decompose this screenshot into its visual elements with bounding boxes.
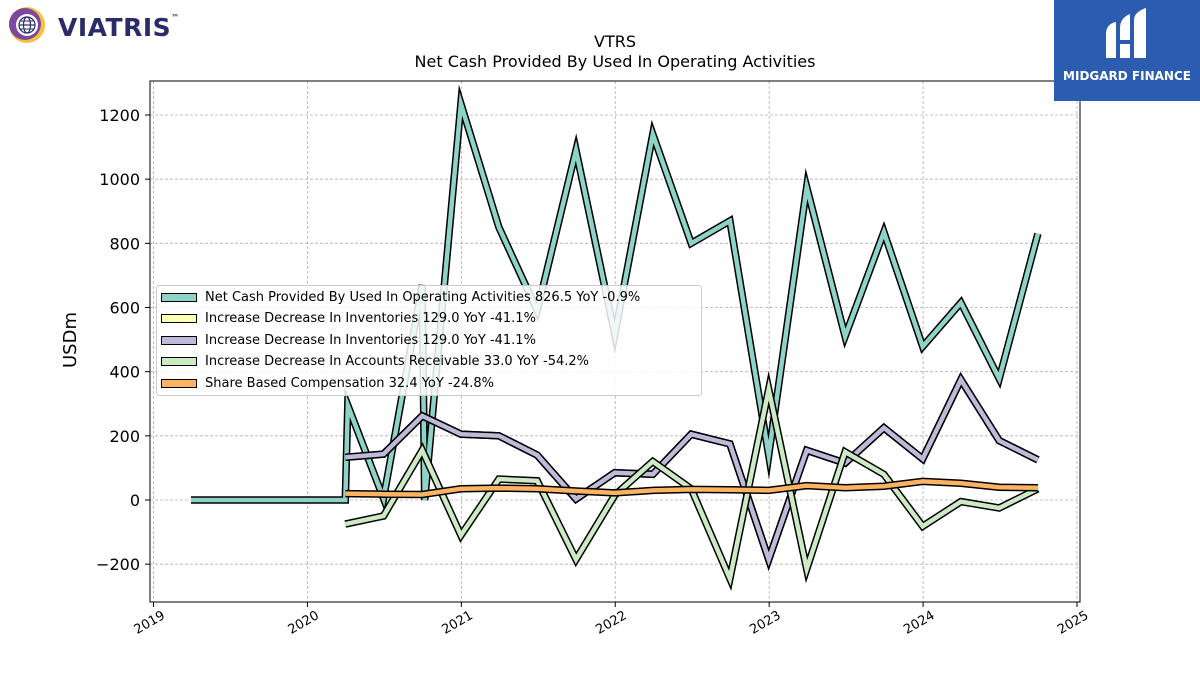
legend-item-share-comp: Share Based Compensation 32.4 YoY -24.8% xyxy=(161,374,494,392)
legend-label: Net Cash Provided By Used In Operating A… xyxy=(205,289,641,305)
y-tick-label: 800 xyxy=(109,234,140,253)
legend-swatch xyxy=(161,292,197,302)
x-tick-label: 2020 xyxy=(286,608,322,638)
y-tick-label: 200 xyxy=(109,427,140,446)
legend-swatch xyxy=(161,314,197,323)
y-axis-label: USDm xyxy=(60,312,81,368)
midgard-emblem-icon xyxy=(1106,8,1146,58)
legend-label: Increase Decrease In Inventories 129.0 Y… xyxy=(205,332,536,348)
chart-subtitle: Net Cash Provided By Used In Operating A… xyxy=(414,52,816,71)
series-lines xyxy=(191,84,1042,592)
x-tick-label: 2024 xyxy=(901,608,937,638)
series-line-2 xyxy=(345,375,1039,567)
chart-title: VTRS xyxy=(594,32,636,51)
logo-wordmark: VIATRIS xyxy=(58,13,172,42)
viatris-logo: VIATRIS™ xyxy=(6,4,179,46)
series-line-4 xyxy=(345,479,1038,497)
chart-legend: Net Cash Provided By Used In Operating A… xyxy=(156,285,702,396)
y-tick-label: 1000 xyxy=(99,170,140,189)
series-outline-2 xyxy=(344,371,1040,571)
legend-label: Increase Decrease In Inventories 129.0 Y… xyxy=(205,311,536,326)
legend-item-inventories-2: Increase Decrease In Inventories 129.0 Y… xyxy=(161,331,536,349)
legend-swatch xyxy=(161,378,197,388)
y-tick-label: 1200 xyxy=(99,106,140,125)
x-tick-label: 2022 xyxy=(593,608,629,638)
legend-swatch xyxy=(161,335,197,345)
legend-item-receivables: Increase Decrease In Accounts Receivable… xyxy=(161,353,589,371)
trademark-mark: ™ xyxy=(171,13,180,22)
series-outline-1 xyxy=(344,371,1040,571)
y-tick-label: 400 xyxy=(109,363,140,382)
midgard-wordmark: MIDGARD FINANCE xyxy=(1063,69,1191,83)
legend-item-net-cash: Net Cash Provided By Used In Operating A… xyxy=(161,288,640,306)
x-tick-label: 2021 xyxy=(440,608,476,638)
y-tick-label: 600 xyxy=(109,299,140,318)
series-line-0 xyxy=(191,92,1041,507)
legend-swatch xyxy=(161,357,197,366)
x-tick-label: 2025 xyxy=(1055,608,1091,638)
globe-icon xyxy=(9,7,45,43)
y-tick-label: 0 xyxy=(130,491,140,510)
legend-item-inventories-1: Increase Decrease In Inventories 129.0 Y… xyxy=(161,310,536,328)
legend-label: Share Based Compensation 32.4 YoY -24.8% xyxy=(205,375,494,391)
x-tick-label: 2019 xyxy=(132,608,168,638)
legend-label: Increase Decrease In Accounts Receivable… xyxy=(205,354,589,369)
x-tick-label: 2023 xyxy=(747,608,783,638)
series-line-1 xyxy=(345,375,1039,567)
midgard-finance-logo: MIDGARD FINANCE xyxy=(1054,0,1200,101)
y-tick-label: −200 xyxy=(96,555,140,574)
